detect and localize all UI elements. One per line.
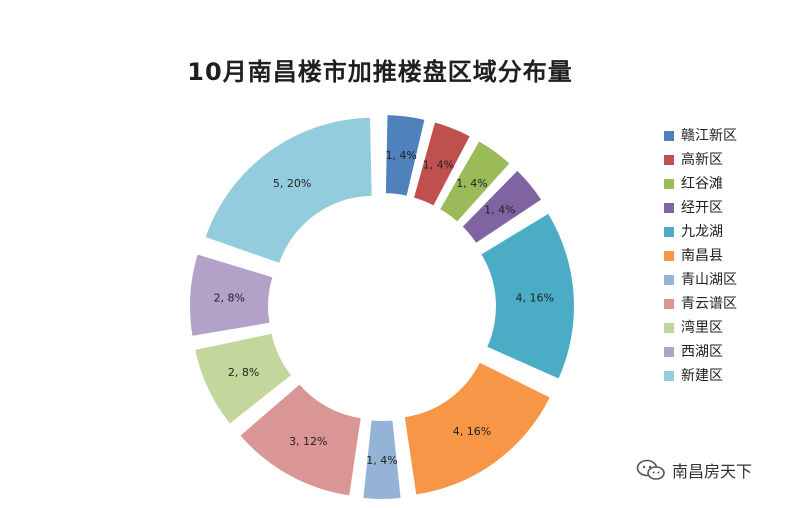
legend-label: 红谷滩	[681, 176, 723, 192]
legend-swatch	[664, 227, 674, 237]
legend-label: 九龙湖	[681, 224, 723, 240]
donut-slice-3	[462, 170, 542, 243]
legend-label: 湾里区	[681, 320, 723, 336]
legend-item-8: 湾里区	[664, 316, 737, 340]
donut-slice-0	[385, 115, 425, 196]
legend-swatch	[664, 131, 674, 141]
slice-label-7: 3, 12%	[289, 435, 327, 448]
legend-item-3: 经开区	[664, 196, 737, 220]
slice-label-2: 1, 4%	[456, 177, 487, 190]
donut-slice-9	[190, 254, 273, 336]
slice-label-1: 1, 4%	[423, 159, 454, 172]
slice-label-6: 1, 4%	[366, 454, 397, 467]
donut-slice-1	[414, 122, 470, 206]
legend-label: 西湖区	[681, 344, 723, 360]
slice-label-9: 2, 8%	[214, 291, 245, 304]
wechat-icon	[636, 459, 665, 480]
legend-swatch	[664, 203, 674, 213]
legend-swatch	[664, 155, 674, 165]
legend-swatch	[664, 347, 674, 357]
legend-item-7: 青云谱区	[664, 292, 737, 316]
donut-slice-10	[205, 117, 372, 263]
slice-label-5: 4, 16%	[453, 425, 491, 438]
legend-label: 青山湖区	[681, 272, 737, 288]
legend-item-10: 新建区	[664, 364, 737, 388]
legend-label: 赣江新区	[681, 128, 737, 144]
legend-item-1: 高新区	[664, 148, 737, 172]
legend-item-5: 南昌县	[664, 244, 737, 268]
slice-label-4: 4, 16%	[515, 291, 553, 304]
slice-label-10: 5, 20%	[273, 177, 311, 190]
legend-item-4: 九龙湖	[664, 220, 737, 244]
donut-slice-8	[195, 333, 291, 424]
legend-item-0: 赣江新区	[664, 124, 737, 148]
donut-slice-2	[440, 141, 510, 222]
legend-label: 经开区	[681, 200, 723, 216]
donut-slice-5	[404, 362, 550, 495]
watermark-text: 南昌房天下	[672, 462, 753, 481]
chart-title: 10月南昌楼市加推楼盘区域分布量	[187, 58, 573, 86]
donut-slice-6	[363, 420, 401, 500]
donut-slice-7	[240, 384, 361, 496]
slice-label-3: 1, 4%	[484, 203, 515, 216]
legend-swatch	[664, 371, 674, 381]
legend-swatch	[664, 251, 674, 261]
legend-swatch	[664, 275, 674, 285]
legend-label: 青云谱区	[681, 296, 737, 312]
legend-item-6: 青山湖区	[664, 268, 737, 292]
chart-legend: 赣江新区高新区红谷滩经开区九龙湖南昌县青山湖区青云谱区湾里区西湖区新建区	[664, 124, 737, 388]
donut-slice-4	[481, 213, 574, 379]
slice-label-0: 1, 4%	[385, 149, 416, 162]
legend-label: 新建区	[681, 368, 723, 384]
legend-label: 高新区	[681, 152, 723, 168]
legend-swatch	[664, 179, 674, 189]
legend-item-9: 西湖区	[664, 340, 737, 364]
source-watermark: 南昌房天下	[636, 458, 752, 482]
legend-label: 南昌县	[681, 248, 723, 264]
legend-swatch	[664, 299, 674, 309]
slice-label-8: 2, 8%	[228, 366, 259, 379]
legend-item-2: 红谷滩	[664, 172, 737, 196]
legend-swatch	[664, 323, 674, 333]
